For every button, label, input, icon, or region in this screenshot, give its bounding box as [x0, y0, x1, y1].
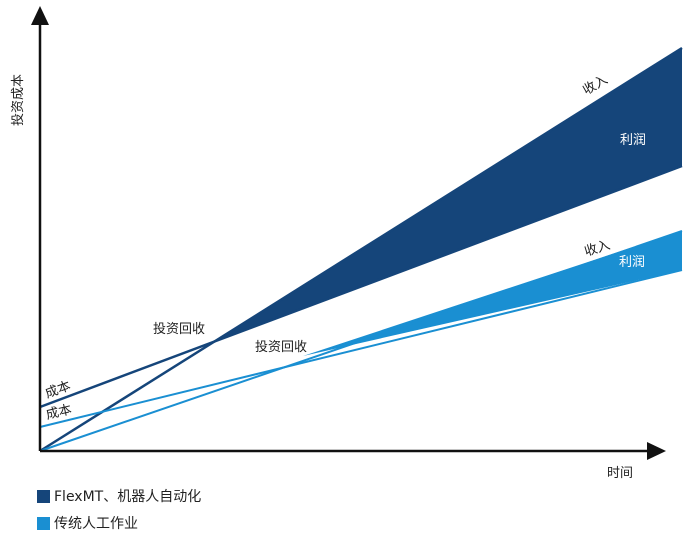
x-axis-label: 时间 — [607, 466, 633, 481]
automation-cost-label: 成本 — [43, 379, 73, 402]
legend-label-automation: FlexMT、机器人自动化 — [54, 489, 202, 505]
legend-swatch-light-blue — [37, 516, 50, 530]
legend-item-manual: 传统人工作业 — [37, 513, 138, 533]
automation-breakeven-label: 投资回收 — [153, 321, 205, 337]
legend-label-manual: 传统人工作业 — [54, 516, 138, 532]
y-axis-arrow-icon — [31, 6, 49, 25]
manual-revenue-line — [39, 230, 683, 452]
automation-revenue-line — [39, 46, 683, 453]
automation-profit-label: 利润 — [620, 133, 646, 148]
manual-cost-line — [39, 269, 683, 428]
manual-revenue-label: 收入 — [583, 238, 612, 260]
automation-cost-line — [39, 164, 683, 409]
manual-profit-label: 利润 — [619, 255, 645, 270]
manual-cost-label: 成本 — [45, 402, 74, 422]
legend-swatch-dark-blue — [37, 489, 50, 503]
y-axis-label: 投资成本 — [10, 74, 26, 126]
manual-profit-area — [303, 231, 682, 356]
manual-breakeven-label: 投资回收 — [255, 339, 307, 355]
x-axis-arrow-icon — [647, 442, 666, 460]
legend-item-automation: FlexMT、机器人自动化 — [37, 486, 201, 506]
